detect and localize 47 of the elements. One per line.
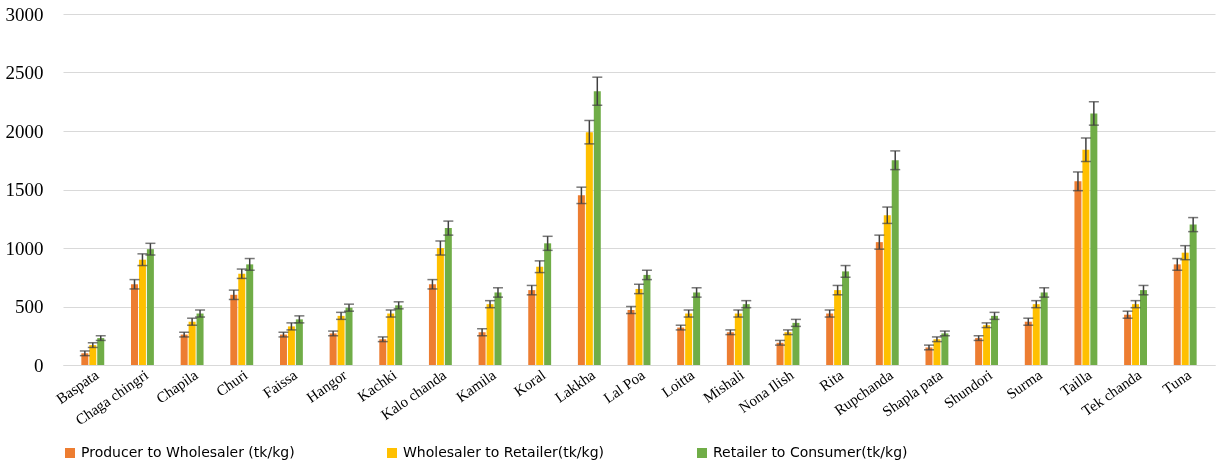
y-tick-label: 1000 [5, 237, 44, 259]
x-tick-label: Faissa [260, 366, 301, 402]
bar [1181, 252, 1189, 365]
x-tick-label: Churi [213, 366, 251, 400]
y-tick-label: 1500 [5, 179, 44, 200]
bar [428, 284, 436, 365]
x-tick-label: Lal Poa [600, 366, 648, 407]
legend-label: Wholesaler to Retailer(tk/kg) [403, 444, 605, 460]
y-tick-label: 0 [34, 354, 44, 376]
bar [436, 248, 444, 365]
bar [1040, 292, 1048, 365]
bar [444, 228, 452, 365]
bar [1074, 181, 1082, 365]
y-tick-label: 500 [15, 296, 44, 317]
legend-label: Retailer to Consumer(tk/kg) [713, 444, 908, 460]
bar [528, 290, 536, 365]
bar [585, 132, 593, 365]
bar [1173, 264, 1181, 365]
x-tick-label: Loitta [658, 366, 698, 401]
y-tick-label: 2000 [5, 120, 44, 142]
bar [693, 292, 701, 365]
y-tick-label: 3000 [5, 3, 44, 25]
bar [883, 215, 891, 365]
bar [544, 243, 552, 365]
bar [842, 271, 850, 365]
bar [577, 195, 585, 365]
bar [494, 292, 502, 365]
bar [1082, 149, 1090, 365]
legend-label: Producer to Wholesaler (tk/kg) [81, 444, 295, 460]
bar [635, 288, 643, 365]
bar [593, 91, 601, 365]
bar [1189, 224, 1197, 365]
bar [1140, 290, 1147, 365]
bar [131, 284, 138, 365]
bar [246, 264, 254, 365]
bar [875, 242, 883, 365]
bar [146, 249, 154, 365]
bar [138, 259, 146, 365]
bar [891, 160, 899, 365]
bar [834, 290, 842, 365]
bar [1090, 113, 1098, 365]
bar [643, 274, 651, 365]
bar [238, 273, 246, 365]
y-tick-label: 2500 [5, 62, 44, 83]
bar [536, 266, 544, 365]
bar [230, 294, 238, 365]
x-tick-label: Tuna [1159, 366, 1195, 398]
